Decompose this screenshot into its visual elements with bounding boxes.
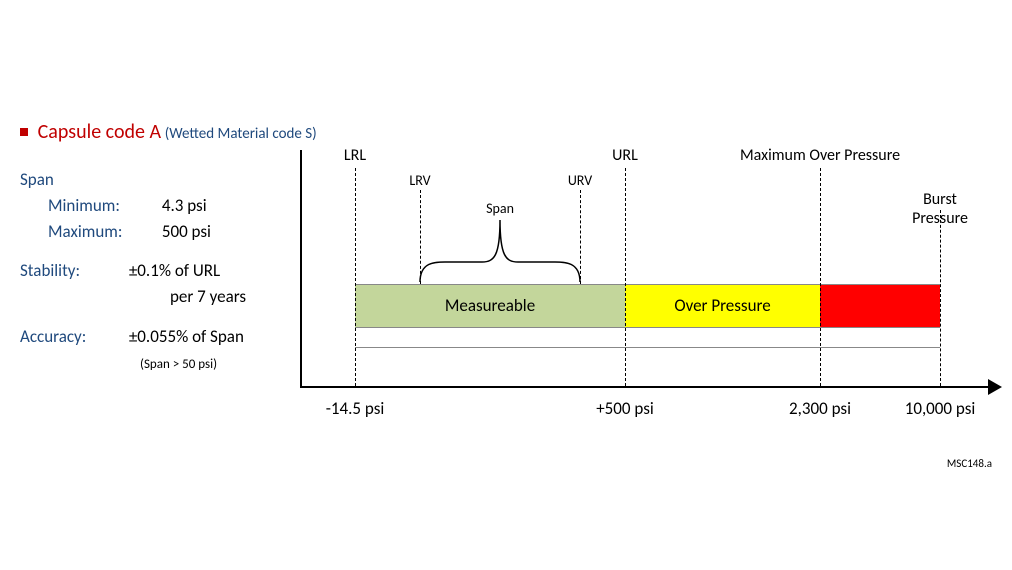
accuracy-label: Accuracy: (20, 325, 125, 349)
accuracy-value: ±0.055% of Span (129, 325, 244, 349)
stability-note: per 7 years (170, 285, 246, 309)
stability-label: Stability: (20, 259, 125, 283)
pressure-range-diagram: MeasureableOver Pressure LRLURLMaximum O… (300, 150, 1000, 430)
span-min-label: Minimum: (48, 194, 158, 218)
bullet-icon (20, 128, 28, 136)
xlabel-burst: 10,000 psi (905, 398, 976, 419)
title-row: Capsule code A (Wetted Material code S) (20, 120, 317, 144)
stability-value: ±0.1% of URL (129, 259, 220, 283)
xlabel-url: +500 psi (596, 398, 654, 419)
accuracy-note: (Span > 50 psi) (140, 357, 217, 372)
span-brace-icon (300, 150, 1000, 350)
arrowhead-icon (988, 379, 1002, 395)
xlabel-max-over: 2,300 psi (789, 398, 851, 419)
footer-code: MSC148.a (947, 457, 992, 470)
span-header: Span (20, 168, 54, 192)
span-max-label: Maximum: (48, 220, 158, 244)
subtitle: (Wetted Material code S) (165, 125, 317, 143)
x-axis (300, 386, 990, 388)
span-min-value: 4.3 psi (162, 194, 207, 218)
main-title: Capsule code A (38, 120, 161, 144)
specs-panel: Span Minimum: 4.3 psi Maximum: 500 psi S… (20, 168, 320, 377)
span-max-value: 500 psi (162, 220, 211, 244)
xlabel-lrl: -14.5 psi (326, 398, 385, 419)
